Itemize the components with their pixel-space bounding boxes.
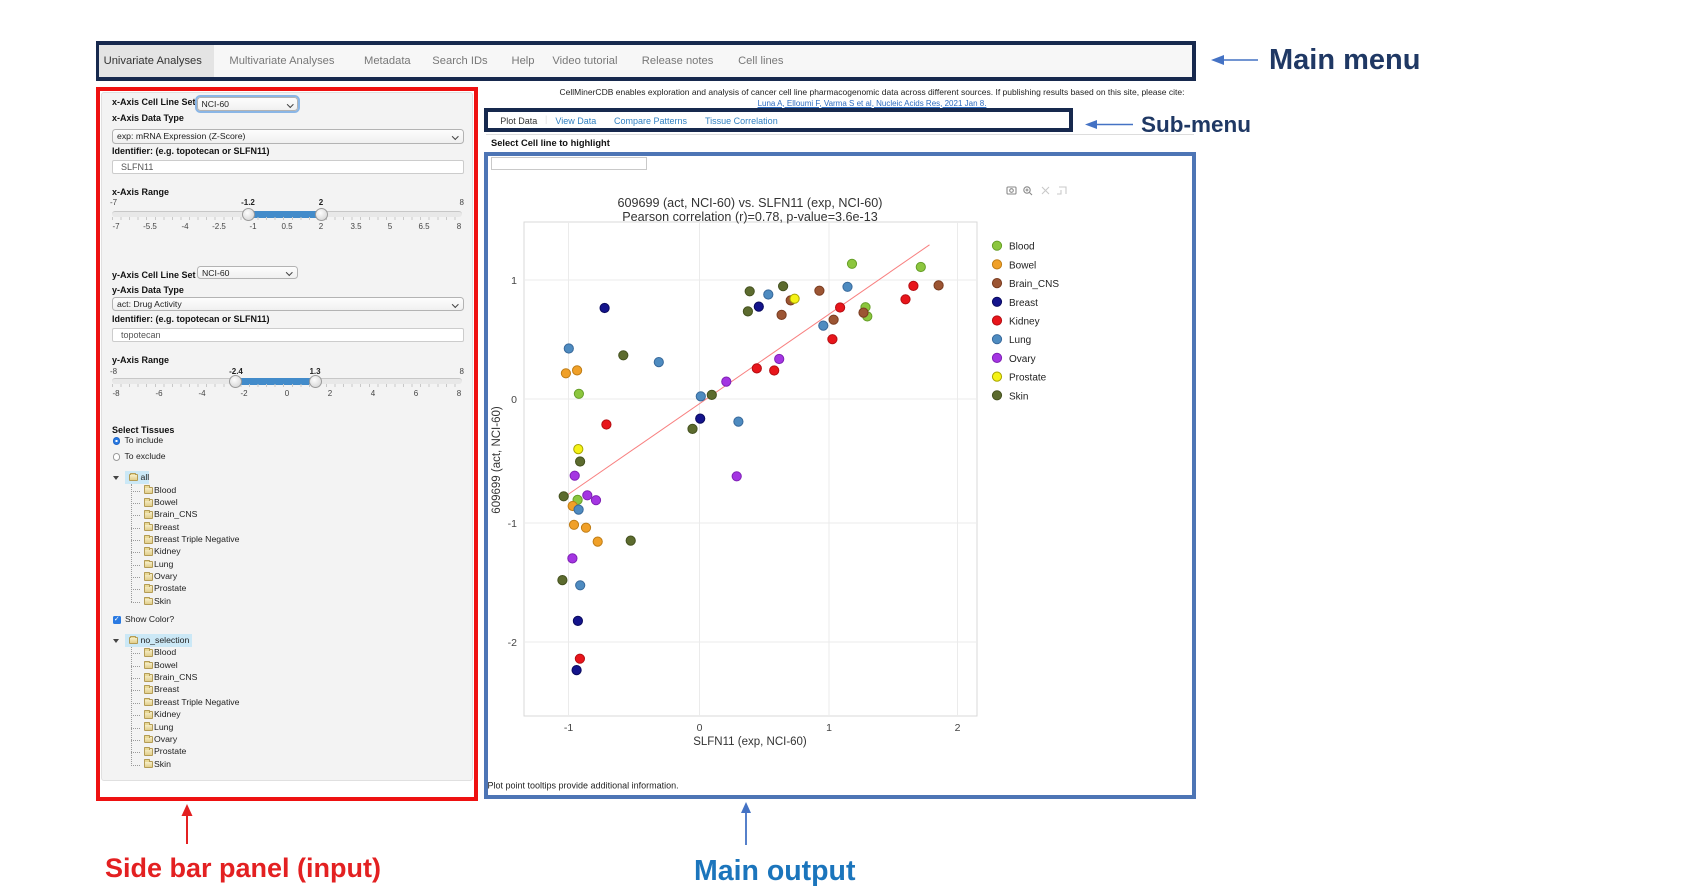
svg-text:Skin: Skin [1009,391,1028,402]
svg-text:0: 0 [697,722,703,734]
svg-text:Plot point tooltips provide ad: Plot point tooltips provide additional i… [488,781,679,791]
svg-text:Blood: Blood [1009,242,1035,253]
svg-text:Kidney: Kidney [1009,317,1040,328]
svg-text:1: 1 [826,722,832,734]
svg-text:-2: -2 [508,637,517,649]
svg-text:Breast: Breast [1009,298,1038,309]
svg-text:Pearson correlation (r)=0.78,: Pearson correlation (r)=0.78, p-value=3.… [622,210,878,224]
svg-text:Ovary: Ovary [1009,354,1036,365]
svg-text:-1: -1 [564,722,573,734]
svg-text:Bowel: Bowel [1009,260,1036,271]
svg-text:SLFN11 (exp, NCI-60): SLFN11 (exp, NCI-60) [693,736,807,748]
svg-text:609699 (act, NCI-60): 609699 (act, NCI-60) [491,406,503,514]
svg-text:Lung: Lung [1009,335,1031,346]
svg-text:Brain_CNS: Brain_CNS [1009,279,1059,290]
svg-text:Prostate: Prostate [1009,373,1047,384]
svg-text:1: 1 [511,275,517,287]
svg-text:2: 2 [955,722,961,734]
svg-text:-1: -1 [508,518,517,530]
svg-text:0: 0 [511,394,517,406]
svg-text:609699 (act, NCI-60) vs. SLFN1: 609699 (act, NCI-60) vs. SLFN11 (exp, NC… [617,196,882,210]
